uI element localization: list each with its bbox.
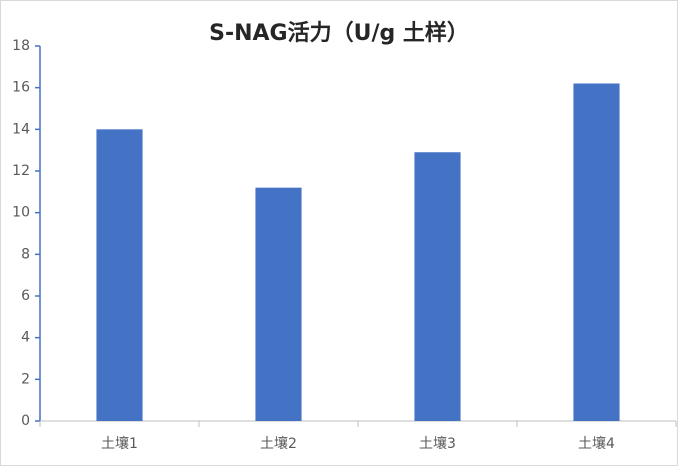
y-tick-label: 0 [21,413,30,429]
y-tick-label: 10 [12,205,30,221]
chart-title: S-NAG活力（U/g 土样） [209,20,469,46]
x-tick-label: 土壤1 [101,435,138,452]
y-tick-label: 6 [21,288,30,304]
y-tick-label: 2 [21,371,30,387]
y-tick-label: 14 [12,121,30,137]
bar [255,187,302,421]
y-tick-label: 8 [21,246,30,262]
bar [414,152,461,421]
x-tick-label: 土壤4 [578,435,615,452]
y-tick-label: 4 [21,330,30,346]
y-tick-label: 12 [12,163,30,179]
bar [96,129,143,422]
bar [573,83,620,421]
x-tick-label: 土壤2 [260,435,297,452]
x-tick-label: 土壤3 [419,435,456,452]
y-tick-label: 18 [12,38,30,54]
y-tick-label: 16 [12,80,30,96]
